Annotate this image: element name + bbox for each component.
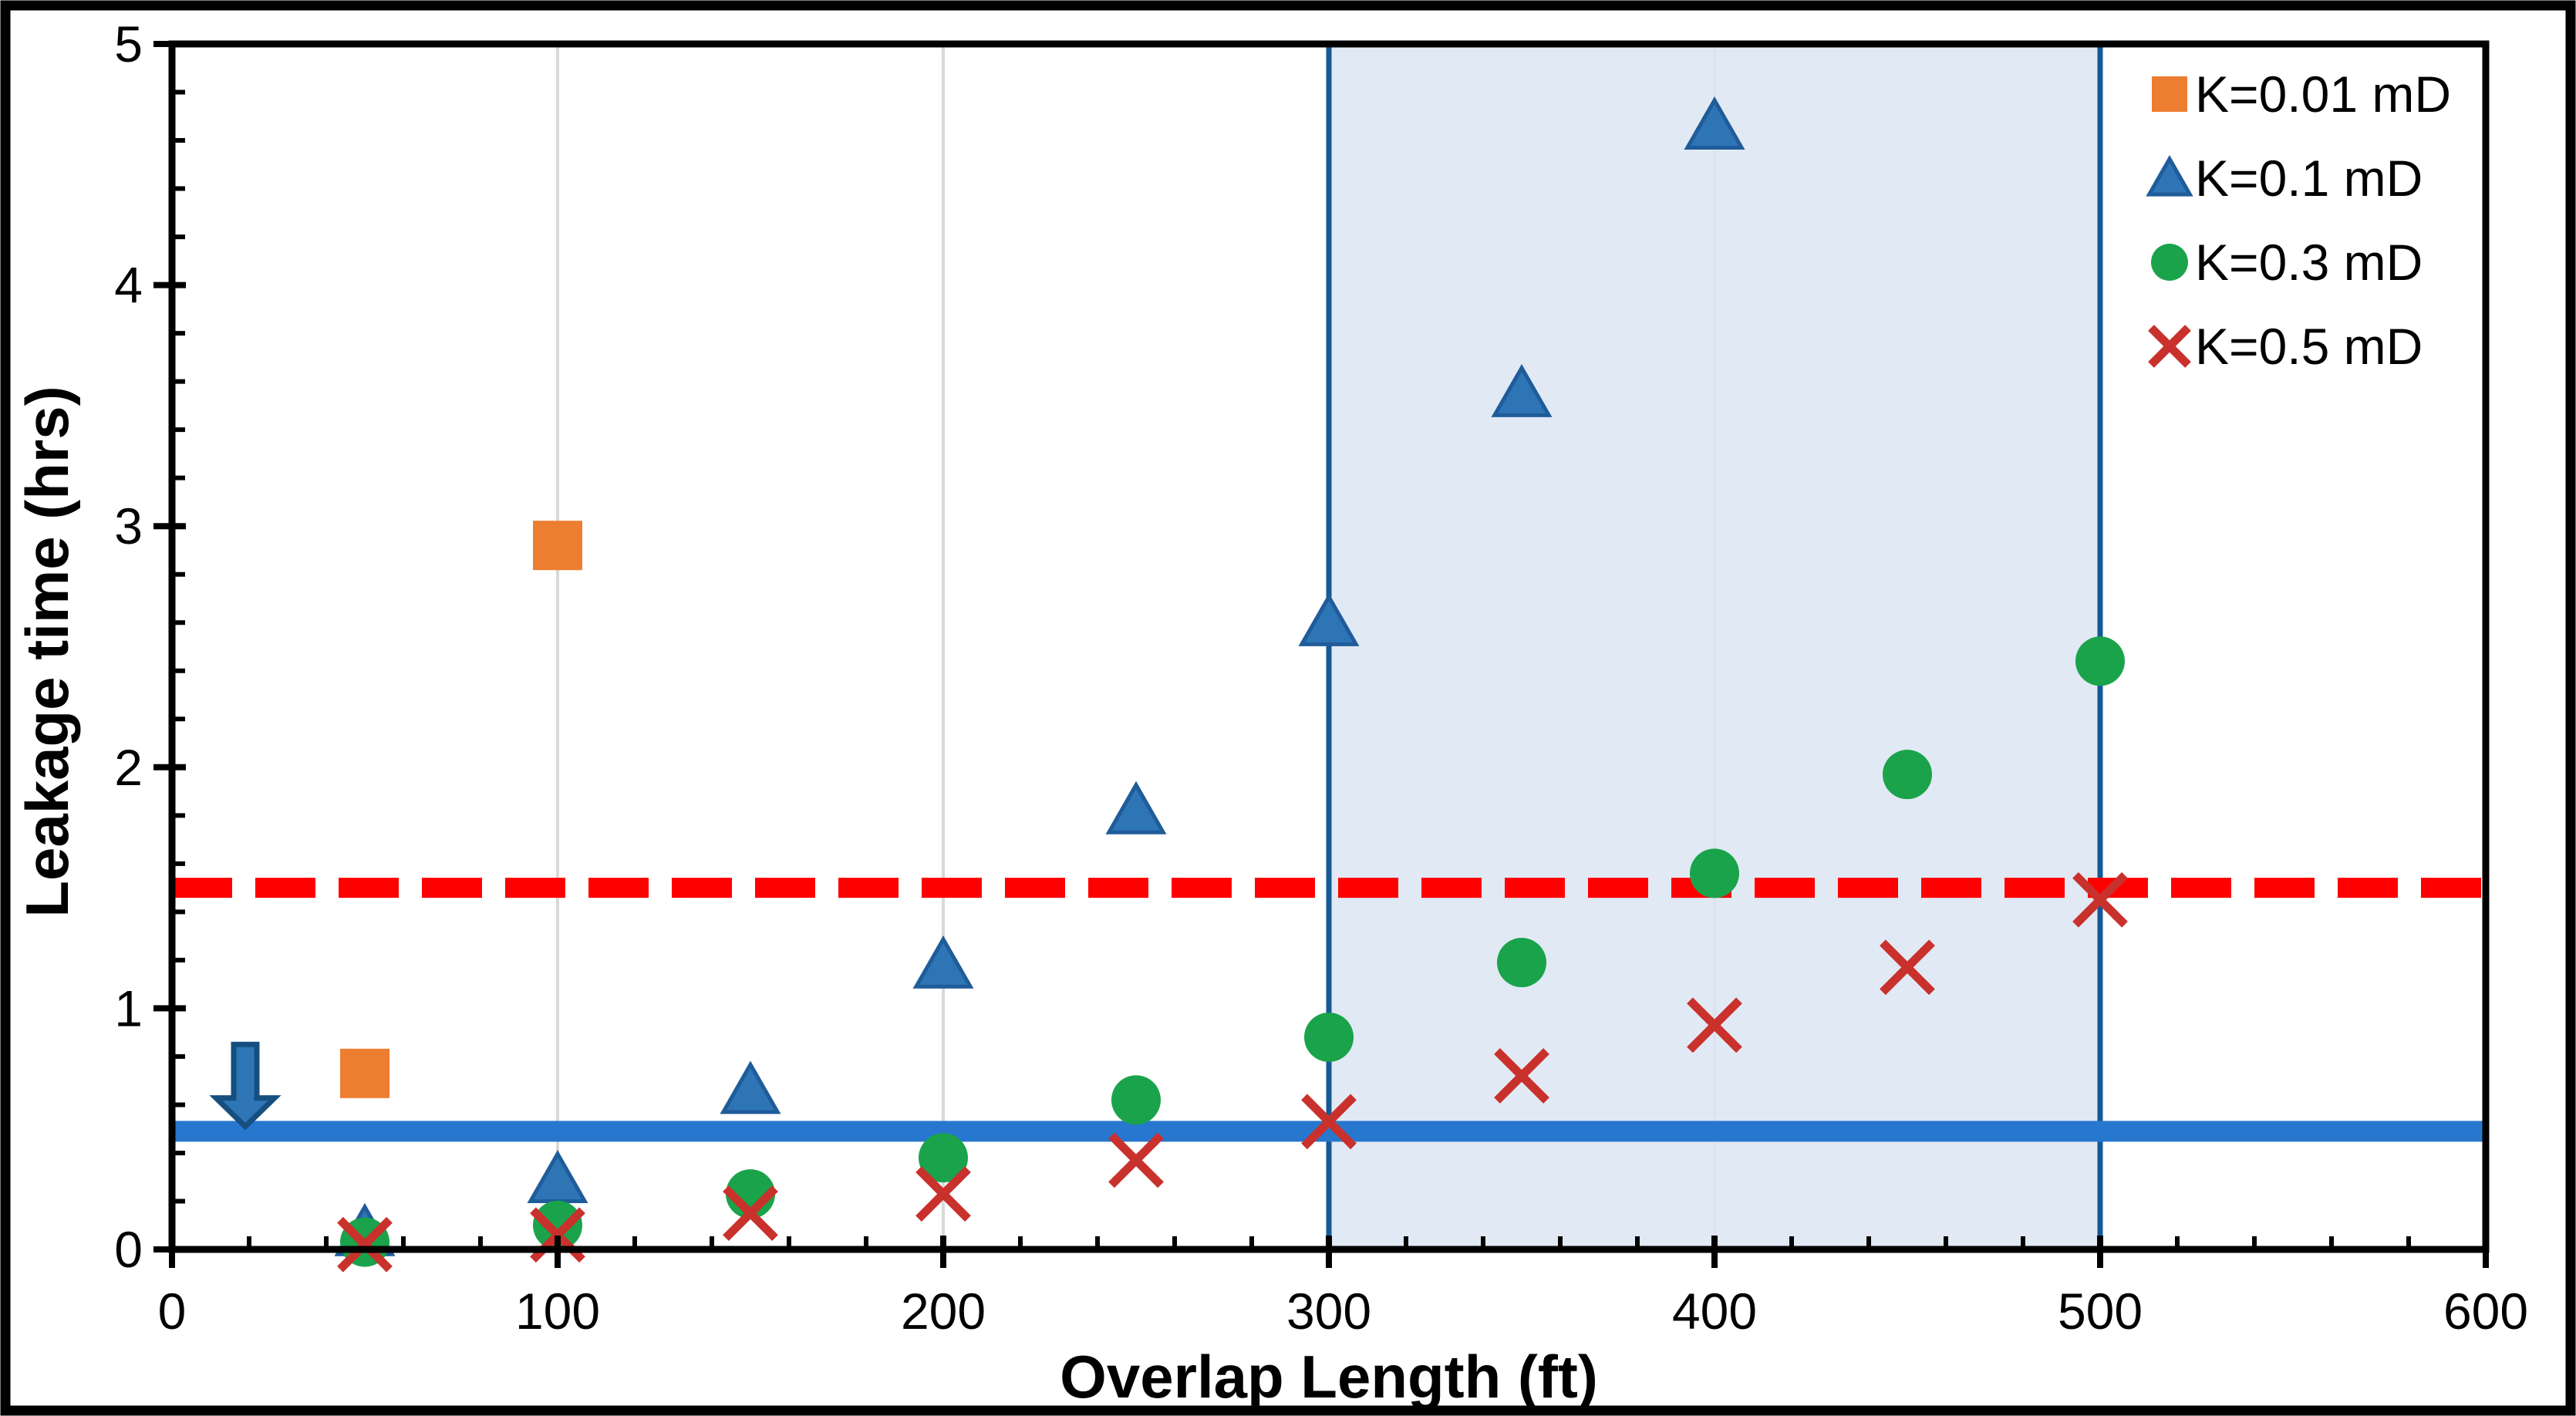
x-tick-label-600: 600 xyxy=(2443,1283,2528,1340)
data-point-K=0.5 mD-400 xyxy=(1687,997,1742,1054)
x-tick-label-0: 0 xyxy=(158,1283,187,1340)
legend-label-K=0.01 mD: K=0.01 mD xyxy=(2195,66,2451,123)
data-point-K=0.3 mD-100 xyxy=(533,1200,582,1250)
y-tick-label-1: 1 xyxy=(114,979,143,1037)
data-point-K=0.01 mD-50 xyxy=(340,1048,389,1098)
data-point-K=0.1 mD-150 xyxy=(720,1060,781,1114)
legend-marker-K=0.3 mD xyxy=(2151,244,2188,281)
x-axis-title: Overlap Length (ft) xyxy=(1060,1343,1598,1411)
x-tick-label-400: 400 xyxy=(1672,1283,1757,1340)
data-point-K=0.5 mD-350 xyxy=(1494,1048,1549,1104)
data-point-K=0.3 mD-350 xyxy=(1497,938,1546,988)
data-point-K=0.3 mD-450 xyxy=(1883,750,1932,800)
legend-label-K=0.5 mD: K=0.5 mD xyxy=(2195,318,2423,375)
data-point-K=0.1 mD-350 xyxy=(1491,363,1553,417)
legend-label-K=0.1 mD: K=0.1 mD xyxy=(2195,150,2423,207)
data-point-K=0.5 mD-200 xyxy=(915,1166,971,1222)
data-point-K=0.1 mD-250 xyxy=(1105,780,1167,834)
y-tick-label-4: 4 xyxy=(114,257,143,314)
y-tick-label-3: 3 xyxy=(114,497,143,555)
legend-marker-K=0.01 mD xyxy=(2152,76,2187,112)
data-point-K=0.3 mD-300 xyxy=(1304,1012,1354,1062)
y-tick-label-2: 2 xyxy=(114,739,143,796)
data-point-K=0.3 mD-500 xyxy=(2075,636,2125,686)
y-tick-label-5: 5 xyxy=(114,15,143,72)
y-tick-label-0: 0 xyxy=(114,1221,143,1278)
data-point-K=0.1 mD-300 xyxy=(1298,592,1360,646)
data-point-K=0.1 mD-200 xyxy=(912,935,974,989)
data-point-K=0.5 mD-250 xyxy=(1108,1132,1164,1188)
data-point-K=0.3 mD-250 xyxy=(1111,1075,1161,1125)
highlight-region xyxy=(1326,41,2103,1252)
data-point-K=0.1 mD-100 xyxy=(527,1150,588,1204)
x-tick-label-200: 200 xyxy=(901,1283,986,1340)
legend-label-K=0.3 mD: K=0.3 mD xyxy=(2195,234,2423,291)
y-axis-title: Leakage time (hrs) xyxy=(13,386,81,917)
x-tick-label-100: 100 xyxy=(515,1283,600,1340)
legend-marker-K=0.1 mD xyxy=(2146,155,2193,197)
data-point-K=0.5 mD-300 xyxy=(1301,1094,1357,1150)
data-point-K=0.5 mD-500 xyxy=(2072,872,2128,928)
x-tick-label-300: 300 xyxy=(1286,1283,1371,1340)
down-arrow-annotation xyxy=(209,1041,282,1131)
data-point-K=0.3 mD-400 xyxy=(1690,848,1739,898)
data-point-K=0.5 mD-150 xyxy=(723,1185,778,1241)
data-point-K=0.5 mD-450 xyxy=(1880,939,1935,996)
legend-marker-K=0.5 mD xyxy=(2148,325,2191,368)
x-tick-label-500: 500 xyxy=(2058,1283,2143,1340)
data-point-K=0.5 mD-50 xyxy=(337,1216,393,1273)
data-point-K=0.01 mD-100 xyxy=(533,521,582,571)
data-point-K=0.3 mD-200 xyxy=(919,1133,968,1183)
data-point-K=0.1 mD-400 xyxy=(1684,96,1745,150)
